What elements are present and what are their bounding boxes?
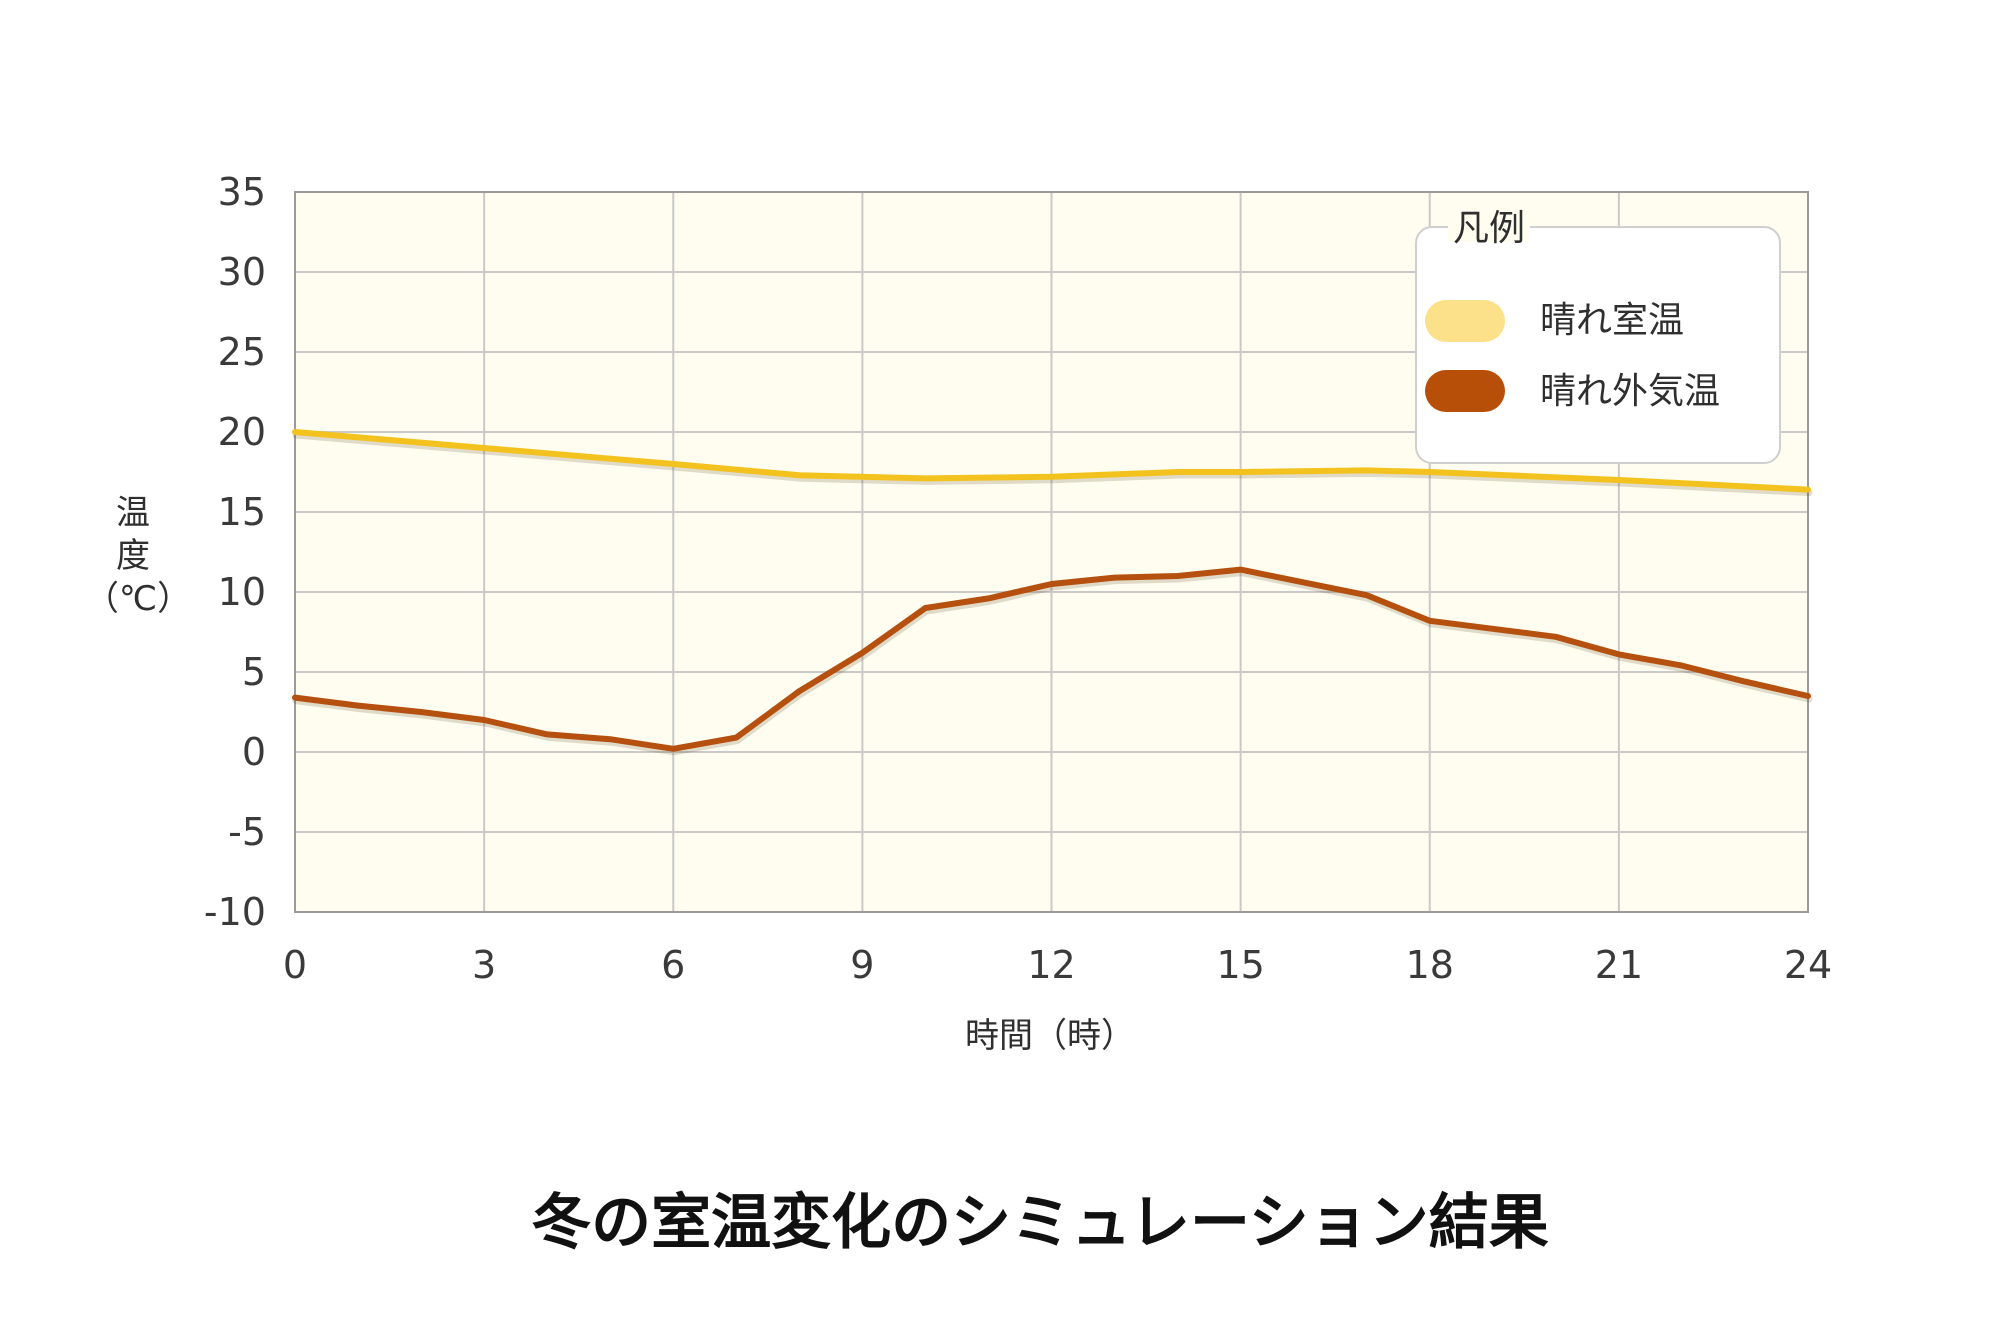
plot-border xyxy=(294,191,1809,913)
x-axis-label: 時間（時） xyxy=(965,1016,1135,1056)
y-tick-label: 10 xyxy=(218,570,266,614)
x-tick-labels: 0 3 6 9 12 15 18 21 24 xyxy=(283,943,1832,987)
chart-title: 冬の室温変化のシミュレーション結果 xyxy=(531,1188,1549,1258)
y-tick-label: -5 xyxy=(228,810,266,854)
legend-label-sunny-room-temp: 晴れ室温 xyxy=(1540,300,1684,341)
y-tick-label: -10 xyxy=(204,890,266,934)
y-tick-label: 35 xyxy=(218,170,266,214)
series-line-sunny-outdoor-temp xyxy=(292,566,1811,752)
x-tick-label: 24 xyxy=(1784,943,1832,987)
x-tick-label: 21 xyxy=(1595,943,1643,987)
x-tick-label: 9 xyxy=(850,943,874,987)
x-tick-label: 18 xyxy=(1406,943,1454,987)
y-axis-label-line-2: 度 xyxy=(116,536,150,576)
x-tick-label: 15 xyxy=(1216,943,1264,987)
legend-box xyxy=(1415,226,1781,464)
y-tick-label: 20 xyxy=(218,410,266,454)
y-tick-label: 30 xyxy=(218,250,266,294)
y-tick-label: 15 xyxy=(218,490,266,534)
y-axis-label: 温 度 （℃） xyxy=(85,493,191,619)
y-tick-label: 5 xyxy=(242,650,266,694)
x-tick-label: 6 xyxy=(661,943,685,987)
legend-swatch-sunny-room-temp xyxy=(1425,300,1505,342)
legend-title: 凡例 xyxy=(1453,208,1525,249)
x-tick-label: 12 xyxy=(1027,943,1075,987)
x-tick-label: 3 xyxy=(472,943,496,987)
legend-swatch-sunny-outdoor-temp xyxy=(1425,370,1505,412)
y-tick-label: 0 xyxy=(242,730,266,774)
legend-label-sunny-outdoor-temp: 晴れ外気温 xyxy=(1540,371,1720,412)
y-axis-label-line-1: 温 xyxy=(116,493,150,533)
x-tick-label: 0 xyxy=(283,943,307,987)
legend-title-gap xyxy=(1448,212,1530,242)
series-line-sunny-room-temp xyxy=(292,429,1811,493)
y-tick-label: 25 xyxy=(218,330,266,374)
y-axis-label-line-3: （℃） xyxy=(85,579,191,619)
series-lines xyxy=(292,429,1813,756)
y-tick-labels: 35 30 25 20 15 10 5 0 -5 -10 xyxy=(204,170,266,934)
legend: 凡例 晴れ室温 晴れ外気温 xyxy=(1415,208,1781,464)
